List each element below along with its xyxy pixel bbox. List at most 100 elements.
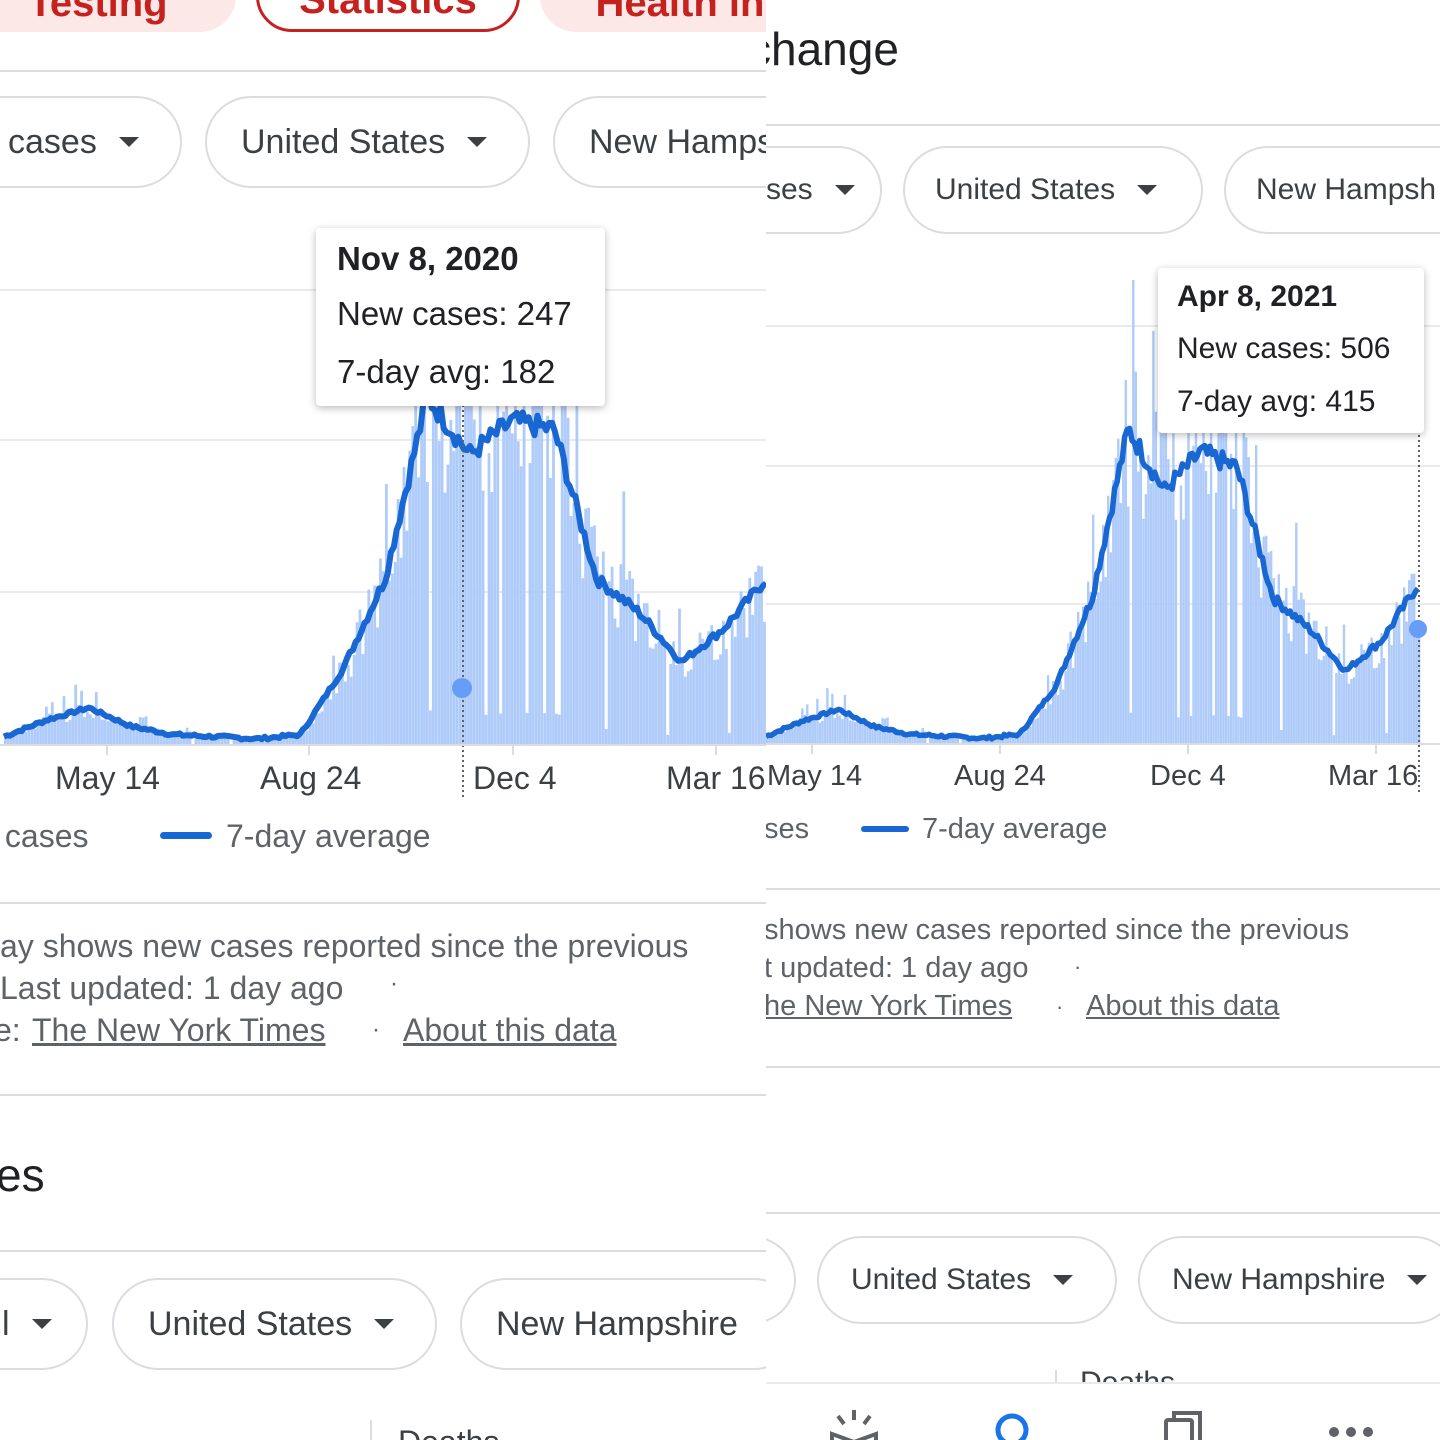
x-tick-label: Dec 4 — [473, 760, 557, 796]
daily-case-bar — [944, 738, 947, 744]
tab-statistics[interactable]: Statistics — [256, 0, 520, 32]
daily-case-bar — [984, 738, 987, 744]
country-dropdown[interactable]: United States — [817, 1236, 1117, 1324]
daily-case-bar — [707, 631, 711, 745]
daily-case-bar — [1074, 636, 1077, 744]
tab-deaths[interactable]: Deaths — [398, 1424, 499, 1440]
daily-case-bar — [514, 353, 517, 745]
daily-case-bar — [1209, 401, 1213, 744]
daily-case-bar — [434, 330, 438, 745]
daily-case-bar — [1252, 531, 1255, 744]
daily-case-bar — [475, 446, 479, 745]
daily-case-bar — [203, 738, 207, 745]
daily-case-bar — [1327, 648, 1331, 744]
source-link[interactable]: The New York Times — [32, 1012, 326, 1048]
daily-case-bar — [97, 711, 101, 745]
daily-case-bar — [390, 573, 394, 745]
daily-case-bar — [332, 655, 335, 745]
more-icon[interactable] — [1326, 1424, 1376, 1440]
daily-case-bar — [449, 419, 453, 745]
daily-case-bar — [1345, 669, 1348, 744]
country-dropdown[interactable]: United States — [903, 146, 1203, 234]
daily-case-bar — [1107, 495, 1110, 744]
metric-dropdown[interactable]: cases — [0, 96, 182, 188]
cases-chart[interactable] — [766, 280, 1440, 800]
daily-case-bar — [555, 713, 558, 745]
daily-case-bar — [1117, 438, 1120, 744]
tab-testing[interactable]: Testing — [0, 0, 236, 32]
daily-case-bar — [39, 718, 42, 745]
region-dropdown[interactable]: New Hampshire — [460, 1278, 766, 1370]
region-dropdown[interactable]: New Hampsh — [1224, 146, 1440, 234]
daily-case-bar — [1046, 675, 1050, 744]
country-dropdown[interactable]: United States — [205, 96, 530, 188]
daily-case-bar — [358, 609, 362, 745]
search-icon[interactable] — [992, 1410, 1036, 1440]
daily-case-bar — [179, 736, 183, 745]
x-tick-label: Dec 4 — [1150, 760, 1226, 792]
metric-dropdown[interactable]: l — [0, 1278, 88, 1370]
daily-case-bar — [1332, 735, 1336, 744]
daily-case-bar — [261, 739, 265, 745]
daily-case-bar — [420, 429, 423, 745]
about-data-link[interactable]: About this data — [1086, 990, 1280, 1022]
daily-case-bar — [300, 733, 303, 745]
daily-case-bar — [355, 622, 359, 745]
daily-case-bar — [396, 499, 400, 745]
daily-case-bar — [121, 724, 124, 745]
daily-case-bar — [133, 724, 136, 745]
daily-case-bar — [91, 717, 95, 745]
daily-case-bar — [1041, 701, 1045, 744]
daily-case-bar — [783, 731, 786, 744]
daily-case-bar — [821, 720, 824, 744]
daily-case-bar — [326, 690, 330, 745]
daily-case-bar — [423, 341, 426, 745]
daily-case-bar — [464, 374, 467, 745]
daily-case-bar — [994, 738, 997, 744]
region-dropdown[interactable]: New Hamps — [553, 96, 766, 188]
daily-case-bar — [1004, 737, 1007, 744]
daily-case-bar — [1267, 552, 1270, 744]
daily-case-bar — [519, 466, 523, 745]
source-link[interactable]: he New York Times — [766, 990, 1013, 1022]
daily-case-bar — [778, 728, 781, 744]
metric-dropdown[interactable] — [766, 1236, 796, 1324]
daily-case-bar — [367, 589, 371, 745]
daily-case-bar — [376, 627, 379, 745]
legend-bars-label: ses — [766, 813, 810, 845]
chevron-down-icon — [118, 137, 139, 147]
last-updated-text: t updated: 1 day ago — [766, 952, 1029, 984]
daily-case-bar — [540, 240, 544, 745]
daily-case-bar — [1139, 441, 1142, 744]
daily-case-bar — [692, 652, 696, 745]
daily-case-bar — [1413, 573, 1416, 744]
daily-case-bar — [607, 581, 611, 745]
daily-case-bar — [581, 578, 585, 745]
daily-case-bar — [1317, 659, 1321, 744]
daily-case-bar — [843, 695, 847, 744]
legend-line-label: 7-day average — [226, 818, 431, 854]
daily-case-bar — [1340, 673, 1343, 744]
tab-health-info[interactable]: Health in — [540, 0, 766, 32]
tab-deaths[interactable]: Deaths — [1080, 1366, 1175, 1382]
discover-icon[interactable] — [826, 1408, 882, 1440]
region-dropdown[interactable]: New Hampshire — [1138, 1236, 1440, 1324]
right-screenshot-panel: change ses United States New Hampsh May … — [766, 0, 1440, 1440]
seven-day-average-line — [2, 392, 766, 743]
about-data-link[interactable]: About this data — [403, 1012, 617, 1048]
daily-case-bar — [496, 365, 500, 745]
daily-case-bar — [94, 692, 98, 745]
daily-case-bar — [1285, 587, 1288, 744]
daily-case-bar — [1054, 680, 1057, 744]
cases-chart[interactable] — [0, 240, 766, 810]
daily-case-bar — [1224, 285, 1228, 744]
country-dropdown[interactable]: United States — [112, 1278, 437, 1370]
daily-case-bar — [1132, 280, 1135, 744]
daily-case-bar — [868, 724, 872, 744]
tabs-icon[interactable] — [1162, 1410, 1206, 1440]
metric-dropdown[interactable]: ses — [766, 146, 882, 234]
divider — [0, 1094, 766, 1096]
daily-case-bar — [232, 738, 236, 745]
daily-case-bar — [1079, 628, 1082, 744]
daily-case-bar — [487, 453, 491, 745]
